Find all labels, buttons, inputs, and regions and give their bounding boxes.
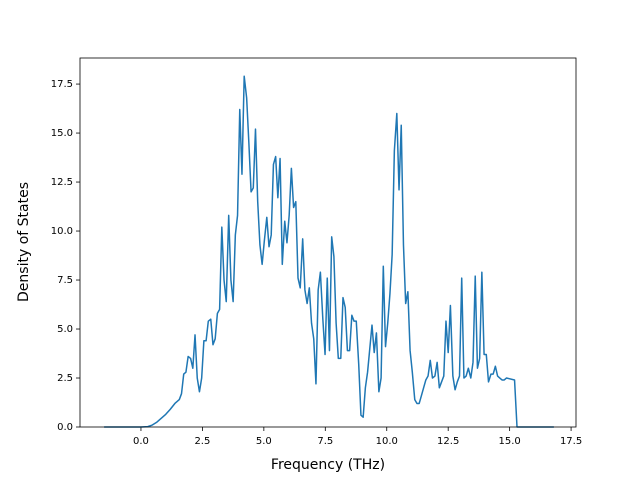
- x-tick-label: 7.5: [317, 436, 333, 447]
- y-tick-label: 2.5: [57, 373, 73, 384]
- x-tick-label: 0.0: [133, 436, 149, 447]
- y-tick-label: 5.0: [57, 324, 73, 335]
- plot-frame: [79, 57, 577, 428]
- y-tick-label: 0.0: [57, 422, 73, 433]
- y-axis-label: Density of States: [16, 182, 32, 302]
- x-tick-label: 10.0: [376, 436, 398, 447]
- x-axis-label: Frequency (THz): [271, 457, 385, 473]
- x-tick-label: 17.5: [560, 436, 582, 447]
- x-tick-label: 5.0: [256, 436, 272, 447]
- y-tick-label: 17.5: [51, 79, 73, 90]
- x-tick-label: 12.5: [437, 436, 459, 447]
- y-tick-label: 10.0: [51, 226, 73, 237]
- x-tick-label: 15.0: [499, 436, 521, 447]
- line-series: [104, 75, 554, 428]
- y-tick-label: 12.5: [51, 177, 73, 188]
- y-tick-label: 15.0: [51, 128, 73, 139]
- y-tick-label: 7.5: [57, 275, 73, 286]
- x-tick-label: 2.5: [194, 436, 210, 447]
